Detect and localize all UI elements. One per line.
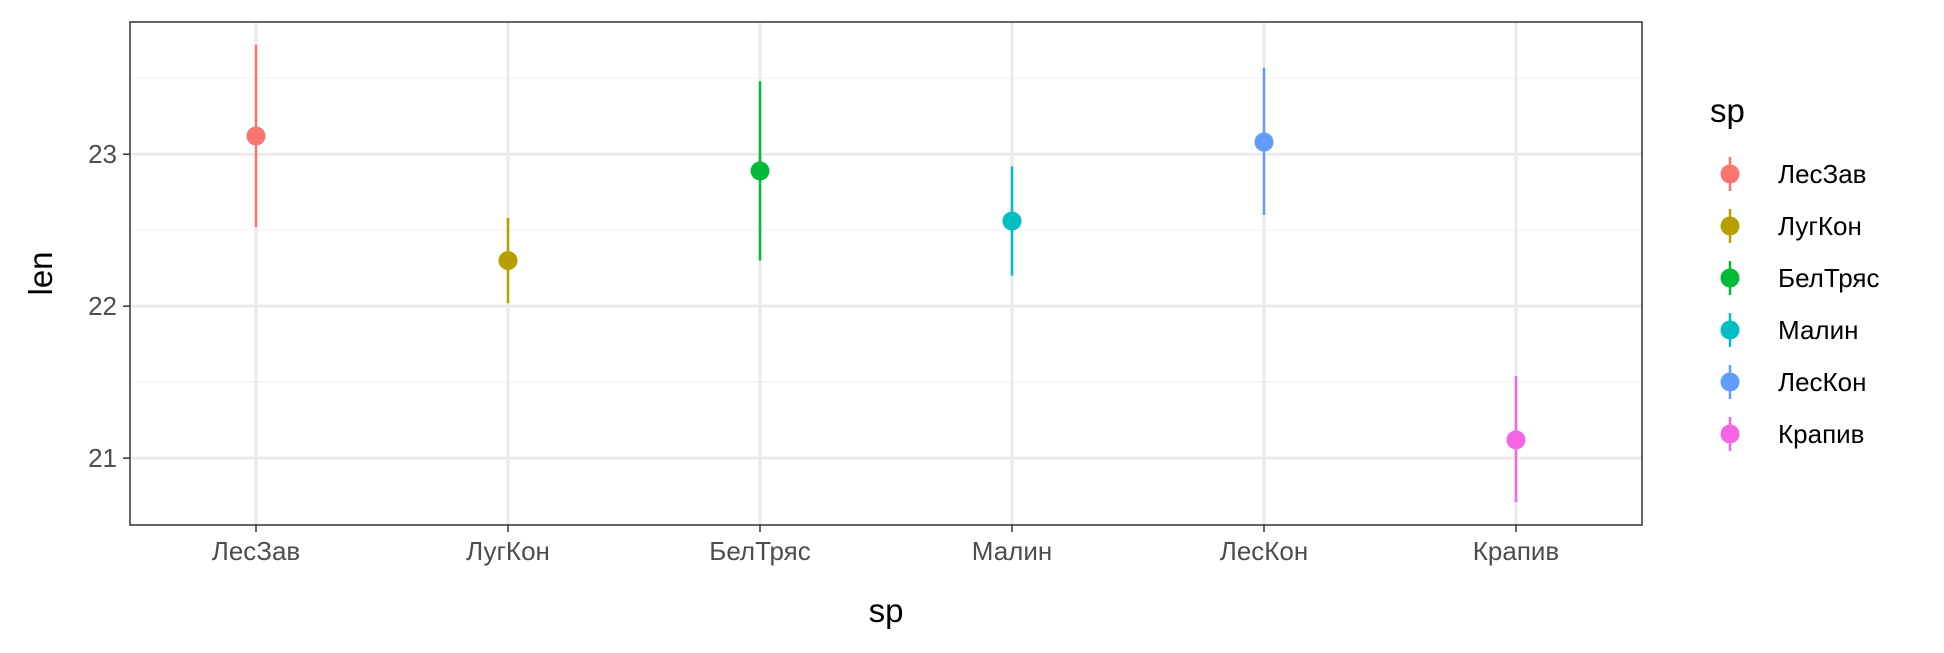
legend-label: БелТряс [1778,263,1880,293]
panel-border [129,21,1643,526]
data-point [1254,132,1274,152]
legend-keys: ЛесЗав ЛугКон БелТряс Малин ЛесКон Крапив [1720,157,1880,451]
legend-key-point [1720,268,1740,288]
legend-item: ЛесЗав [1720,157,1867,191]
legend-title: sp [1710,92,1745,129]
legend: sp ЛесЗав ЛугКон БелТряс Малин ЛесКон Крапив [1710,92,1880,451]
x-axis-title: sp [869,592,904,629]
data-point [246,126,266,146]
data-point [750,161,770,181]
y-tick-label: 23 [88,139,117,169]
legend-item: ЛугКон [1720,209,1862,243]
y-tick-label: 22 [88,291,117,321]
legend-key-point [1720,372,1740,392]
y-tick-label: 21 [88,443,117,473]
legend-label: ЛесЗав [1778,159,1867,189]
legend-key-point [1720,164,1740,184]
legend-key-point [1720,320,1740,340]
legend-label: ЛесКон [1778,367,1867,397]
y-axis-title: len [22,251,59,295]
x-tick-label: ЛугКон [466,536,550,566]
marks-layer [246,44,1526,503]
data-point [498,251,518,271]
legend-item: БелТряс [1720,261,1880,295]
legend-key-point [1720,424,1740,444]
x-tick-label: Малин [972,536,1052,566]
legend-label: Крапив [1778,419,1864,449]
x-tick-label: ЛесЗав [212,536,301,566]
legend-item: Крапив [1720,417,1864,451]
legend-item: ЛесКон [1720,365,1867,399]
grid-layer [130,22,1642,525]
axis-layer: 21 22 23 ЛесЗав ЛугКон БелТряс Малин ЛесКон Крап… [88,139,1559,566]
legend-item: Малин [1720,313,1858,347]
x-tick-label: Крапив [1473,536,1559,566]
data-point [1506,430,1526,450]
legend-label: ЛугКон [1778,211,1862,241]
legend-label: Малин [1778,315,1858,345]
legend-key-point [1720,216,1740,236]
x-tick-label: БелТряс [709,536,811,566]
x-tick-label: ЛесКон [1220,536,1309,566]
data-point [1002,211,1022,231]
